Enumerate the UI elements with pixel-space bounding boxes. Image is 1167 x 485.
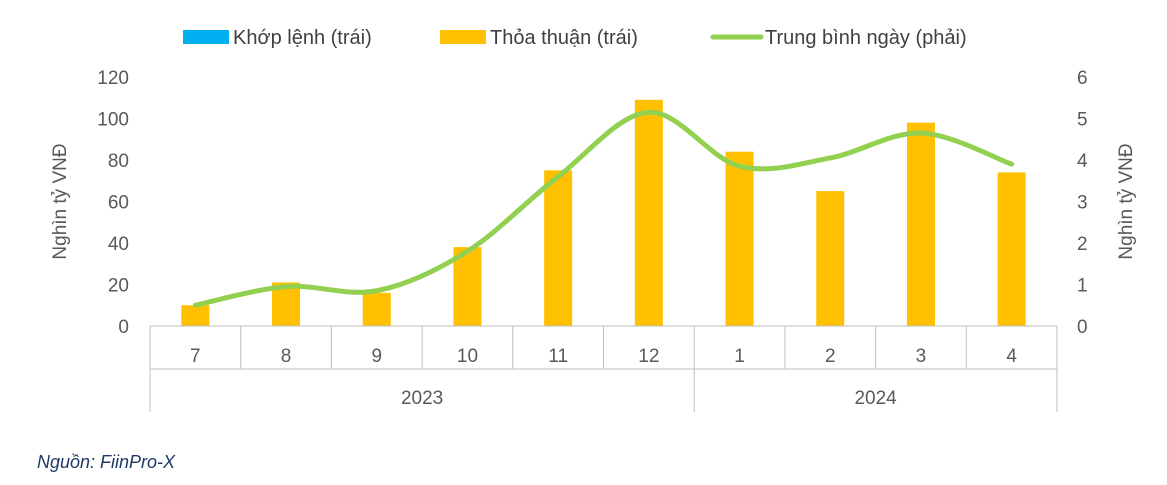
bar xyxy=(362,292,391,326)
y-tick-left: 0 xyxy=(118,317,129,338)
axis-titles: Nghìn tỷ VNĐ Nghìn tỷ VNĐ xyxy=(50,143,1137,259)
combo-chart: Khớp lệnh (trái) Thỏa thuận (trái) Trung b… xyxy=(50,27,1137,412)
y-tick-left: 80 xyxy=(108,151,129,172)
legend-swatch-1 xyxy=(440,30,486,44)
bar xyxy=(453,247,482,326)
x-tick-label: 1 xyxy=(734,346,745,367)
y-tick-left: 20 xyxy=(108,276,129,297)
legend-swatch-0 xyxy=(183,30,229,44)
x-tick-label: 2 xyxy=(825,346,836,367)
x-tick-label: 9 xyxy=(371,346,382,367)
y-tick-right: 6 xyxy=(1077,68,1088,89)
y-tick-right: 4 xyxy=(1077,151,1088,172)
x-tick-label: 10 xyxy=(457,346,478,367)
bar xyxy=(634,99,663,326)
line-series xyxy=(192,109,1015,308)
x-tick-label: 7 xyxy=(190,346,201,367)
x-tick-label: 3 xyxy=(916,346,927,367)
y-tick-right: 1 xyxy=(1077,276,1088,297)
bar xyxy=(997,172,1026,326)
x-group-label: 2024 xyxy=(854,388,897,409)
legend-label-2: Trung bình ngày (phải) xyxy=(765,27,967,49)
bars xyxy=(181,99,1026,327)
legend-label-0: Khớp lệnh (trái) xyxy=(233,27,372,49)
legend: Khớp lệnh (trái) Thỏa thuận (trái) Trung b… xyxy=(183,27,967,49)
source-note: Nguồn: FiinPro-X xyxy=(37,452,176,472)
line-path xyxy=(192,109,1015,308)
bar xyxy=(725,151,754,326)
y-tick-right: 2 xyxy=(1077,234,1088,255)
y-ticks: 0 20 40 60 80 100 120 0 1 2 3 4 5 6 xyxy=(97,68,1088,338)
x-tick-label: 8 xyxy=(281,346,292,367)
x-tick-label: 12 xyxy=(638,346,659,367)
y-tick-right: 0 xyxy=(1077,317,1088,338)
y-axis-title-right: Nghìn tỷ VNĐ xyxy=(1116,143,1137,259)
bar xyxy=(181,305,210,326)
y-tick-right: 3 xyxy=(1077,193,1088,214)
bar xyxy=(816,191,845,326)
y-tick-left: 120 xyxy=(97,68,129,89)
bar xyxy=(906,122,935,327)
legend-label-1: Thỏa thuận (trái) xyxy=(490,27,638,49)
y-tick-left: 60 xyxy=(108,193,129,214)
y-tick-left: 40 xyxy=(108,234,129,255)
x-tick-label: 4 xyxy=(1006,346,1017,367)
y-axis-title-left: Nghìn tỷ VNĐ xyxy=(50,143,71,259)
y-tick-left: 100 xyxy=(97,110,129,131)
bar xyxy=(544,170,573,326)
x-group-label: 2023 xyxy=(401,388,443,409)
x-tick-label: 11 xyxy=(548,346,568,367)
y-tick-right: 5 xyxy=(1077,110,1088,131)
